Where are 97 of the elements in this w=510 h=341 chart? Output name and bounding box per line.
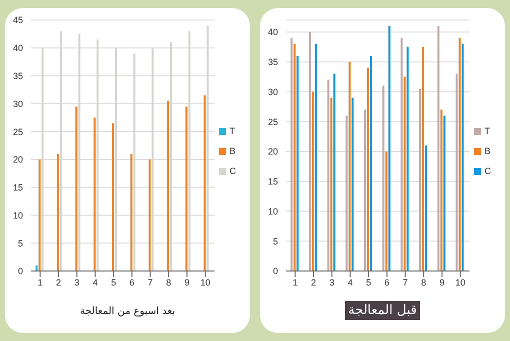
bar — [114, 48, 117, 271]
y-tick-label: 25 — [268, 116, 278, 127]
x-tick-label: 6 — [129, 277, 134, 288]
bar — [60, 31, 62, 271]
bar — [440, 110, 442, 271]
bar — [56, 154, 59, 271]
bar — [400, 38, 403, 271]
x-tick-label: 8 — [166, 277, 172, 288]
y-tick-label: 30 — [12, 98, 23, 109]
bar — [333, 74, 336, 271]
x-tick-label: 9 — [439, 277, 444, 288]
x-tick-label: 7 — [148, 277, 153, 288]
bar — [204, 95, 206, 271]
bar — [462, 44, 464, 271]
bar — [170, 42, 172, 271]
bar — [388, 26, 390, 271]
bar — [327, 80, 330, 271]
legend-label: B — [230, 146, 236, 156]
bar — [294, 44, 296, 271]
bar — [130, 154, 132, 271]
bar — [42, 48, 44, 271]
bar — [443, 116, 446, 271]
y-tick-label: 30 — [268, 86, 278, 97]
x-tick-label: 10 — [200, 277, 210, 288]
x-tick-label: 2 — [56, 277, 62, 288]
y-tick-label: 35 — [12, 70, 23, 81]
bar — [385, 151, 388, 271]
legend-label: T — [230, 126, 235, 136]
bar — [78, 34, 80, 271]
y-tick-label: 15 — [12, 182, 23, 193]
y-tick-label: 35 — [268, 57, 278, 68]
y-tick-label: 5 — [272, 236, 278, 246]
bar — [370, 56, 372, 271]
x-tick-label: 2 — [311, 277, 316, 288]
bar — [458, 38, 461, 271]
bar — [152, 48, 154, 271]
bar — [188, 31, 190, 271]
bar — [75, 106, 78, 271]
bar — [296, 56, 299, 271]
bar — [348, 62, 351, 271]
legend-label: T — [484, 126, 490, 136]
y-tick-label: 5 — [18, 238, 23, 248]
bar — [364, 110, 366, 271]
x-tick-label: 7 — [402, 277, 408, 288]
text: قبل المعالجة — [345, 301, 420, 320]
bar — [96, 40, 99, 271]
bar — [167, 100, 170, 271]
legend-label: C — [230, 166, 236, 176]
x-tick-label: 3 — [74, 277, 80, 288]
bar — [406, 46, 409, 271]
bar — [185, 106, 188, 271]
y-tick-label: 10 — [12, 210, 23, 220]
x-tick-label: 5 — [111, 277, 116, 288]
text: بعد اسبوع من المعالجة — [78, 305, 176, 319]
bar — [330, 98, 332, 271]
bar — [312, 92, 314, 271]
y-tick-label: 0 — [18, 266, 23, 276]
bar — [133, 53, 136, 271]
bar — [352, 98, 354, 271]
legend-label: C — [484, 166, 491, 176]
x-tick-label: 10 — [455, 277, 466, 288]
bar — [437, 26, 440, 271]
y-tick-label: 10 — [268, 206, 278, 216]
bar — [425, 146, 428, 271]
bar — [422, 46, 424, 271]
bar — [94, 118, 96, 271]
x-tick-label: 6 — [384, 277, 390, 288]
bar — [206, 26, 209, 271]
bar — [419, 88, 422, 271]
bar — [38, 159, 41, 271]
x-tick-label: 1 — [38, 277, 43, 288]
x-tick-label: 4 — [348, 277, 353, 288]
bar — [346, 116, 348, 271]
y-tick-label: 25 — [12, 126, 23, 137]
bar — [112, 123, 114, 271]
bar — [314, 44, 317, 271]
bar — [308, 32, 311, 271]
bar — [148, 159, 151, 271]
bar — [404, 76, 406, 271]
y-tick-label: 40 — [12, 43, 23, 54]
y-tick-label: 0 — [272, 266, 278, 276]
x-tick-label: 1 — [292, 277, 298, 288]
bar — [290, 38, 293, 271]
y-tick-label: 40 — [268, 27, 278, 38]
legend-label: B — [484, 146, 491, 156]
bar — [456, 74, 458, 271]
x-tick-label: 9 — [184, 277, 190, 288]
x-tick-label: 5 — [366, 277, 372, 288]
x-tick-label: 3 — [329, 277, 334, 288]
y-tick-label: 20 — [268, 146, 278, 157]
x-tick-label: 4 — [92, 277, 98, 288]
bar — [366, 68, 369, 271]
bar — [382, 86, 384, 271]
y-tick-label: 45 — [12, 15, 23, 26]
y-tick-label: 20 — [12, 154, 23, 165]
x-tick-label: 8 — [421, 277, 426, 288]
y-tick-label: 15 — [268, 176, 278, 187]
